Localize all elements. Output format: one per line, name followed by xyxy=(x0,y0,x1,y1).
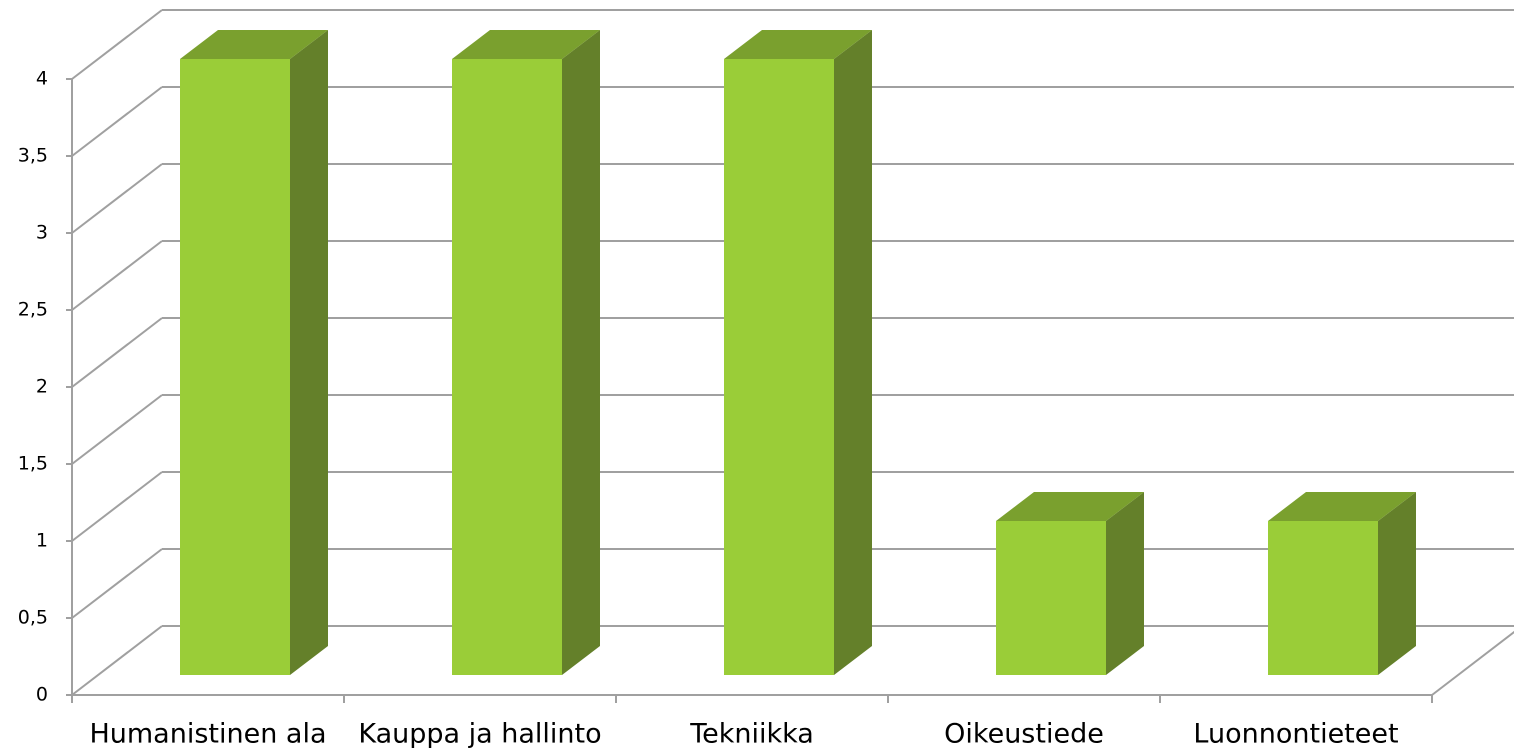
grid-line xyxy=(71,9,163,80)
y-tick-label: 2,5 xyxy=(18,299,48,321)
bar xyxy=(1268,521,1378,675)
y-tick-label: 4 xyxy=(36,68,48,90)
x-tick-label: Kauppa ja hallinto xyxy=(358,719,601,750)
bar xyxy=(724,59,834,675)
grid-line xyxy=(71,394,163,465)
bar-top xyxy=(452,30,600,59)
bar-top xyxy=(180,30,328,59)
x-tick-label: Luonnontieteet xyxy=(1193,719,1398,750)
grid-line xyxy=(71,548,163,619)
x-tick-label: Oikeustiede xyxy=(944,719,1104,750)
bar-side xyxy=(1106,492,1144,675)
bar-top xyxy=(1268,492,1416,521)
bar-side xyxy=(562,30,600,675)
y-tick-label: 3 xyxy=(36,222,48,244)
bar-side xyxy=(1378,492,1416,675)
bar-side xyxy=(290,30,328,675)
grid-line xyxy=(71,163,163,234)
grid-line xyxy=(71,471,163,542)
bar-side xyxy=(834,30,872,675)
bar xyxy=(996,521,1106,675)
y-tick-label: 2 xyxy=(36,376,48,398)
x-tick-label: Tekniikka xyxy=(689,719,814,750)
grid-line xyxy=(71,240,163,311)
bar xyxy=(452,59,562,675)
floor-edge xyxy=(1431,630,1514,696)
y-tick-label: 3,5 xyxy=(18,145,48,167)
y-tick-label: 1 xyxy=(36,530,48,552)
bar-top xyxy=(724,30,872,59)
y-tick-label: 0,5 xyxy=(18,607,48,629)
grid-line xyxy=(71,317,163,388)
grid-line xyxy=(71,86,163,157)
bar xyxy=(180,59,290,675)
bar-top xyxy=(996,492,1144,521)
grid-line xyxy=(71,625,163,696)
y-tick-label: 1,5 xyxy=(18,453,48,475)
y-tick-label: 0 xyxy=(36,684,48,706)
x-tick-label: Humanistinen ala xyxy=(89,719,326,750)
